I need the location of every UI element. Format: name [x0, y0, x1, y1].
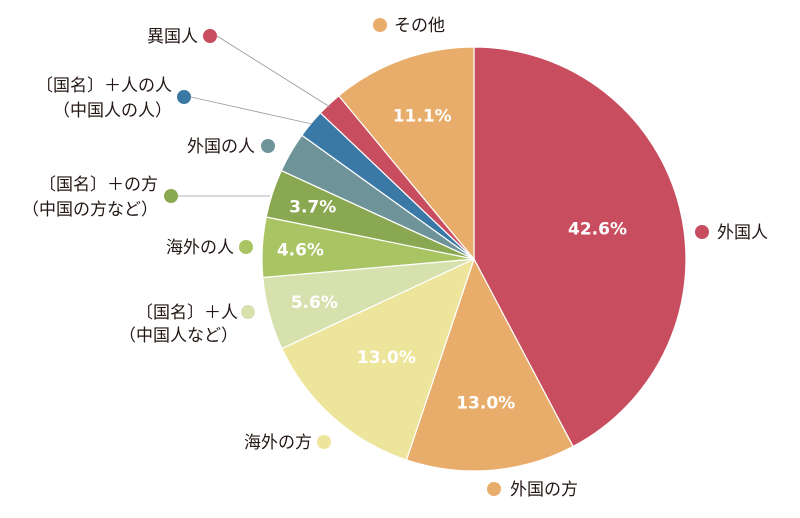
- leader-line-7: [190, 96, 313, 125]
- percent-label-5: 3.7%: [289, 198, 336, 218]
- percent-label-2: 13.0%: [357, 348, 416, 368]
- percent-label-0: 42.6%: [568, 219, 627, 239]
- category-label-7-line-1: （中国人の人）: [53, 101, 172, 121]
- category-label-4: 海外の人: [166, 238, 234, 258]
- category-label-1: 外国の方: [510, 480, 578, 500]
- percent-label-1: 13.0%: [456, 394, 515, 414]
- category-label-5-line-0: 〔国名〕＋の方: [39, 175, 158, 195]
- legend-dot-6: [261, 139, 275, 153]
- percent-label-9: 11.1%: [393, 106, 452, 126]
- category-label-7-line-0: 〔国名〕＋人の人: [36, 76, 172, 96]
- legend-dot-3: [241, 305, 255, 319]
- category-label-5-line-1: （中国の方など）: [22, 200, 158, 220]
- category-label-3-line-0: 〔国名〕＋人: [136, 303, 238, 323]
- pie-slice-2: [281, 257, 476, 461]
- category-label-6: 外国の人: [187, 137, 255, 157]
- pie-slice-9: [337, 46, 475, 261]
- category-label-2: 海外の方: [244, 433, 312, 453]
- percent-labels: 42.6% 13.0% 13.0% 5.6% 4.6% 3.7% 11.1%: [277, 106, 627, 413]
- leader-lines: [178, 35, 331, 197]
- pie-slice-0: [473, 46, 687, 448]
- percent-label-4: 4.6%: [277, 240, 324, 260]
- legend-dot-9: [373, 18, 387, 32]
- legend-dot-4: [239, 240, 253, 254]
- legend-dot-7: [177, 90, 191, 104]
- legend-dot-8: [203, 29, 217, 43]
- category-label-0: 外国人: [717, 223, 768, 243]
- percent-label-3: 5.6%: [291, 293, 338, 313]
- pie-slices: [261, 46, 687, 472]
- legend-dot-5: [164, 189, 178, 203]
- category-label-3-line-1: （中国人など）: [119, 326, 238, 346]
- legend-dot-1: [487, 482, 501, 496]
- leader-line-8: [216, 35, 331, 108]
- category-label-8: 異国人: [147, 27, 198, 47]
- legend-dot-2: [317, 435, 331, 449]
- category-label-9: その他: [394, 16, 445, 36]
- pie-slice-1: [405, 257, 574, 472]
- legend-dot-0: [695, 225, 709, 239]
